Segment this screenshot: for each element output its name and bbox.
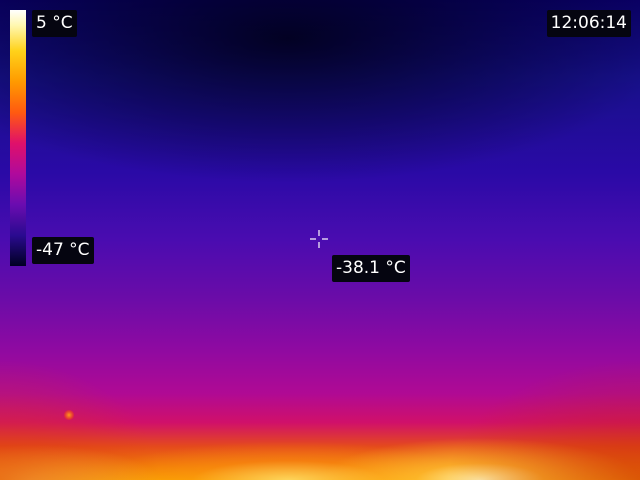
temperature-color-scale <box>10 10 26 266</box>
scale-min-label: -47 °C <box>32 237 94 264</box>
scale-max-label: 5 °C <box>32 10 77 37</box>
hot-spot <box>64 410 74 420</box>
crosshair-icon <box>310 230 328 248</box>
clock-time: 12:06:14 <box>546 10 631 37</box>
spot-temperature: -38.1 °C <box>332 255 410 282</box>
